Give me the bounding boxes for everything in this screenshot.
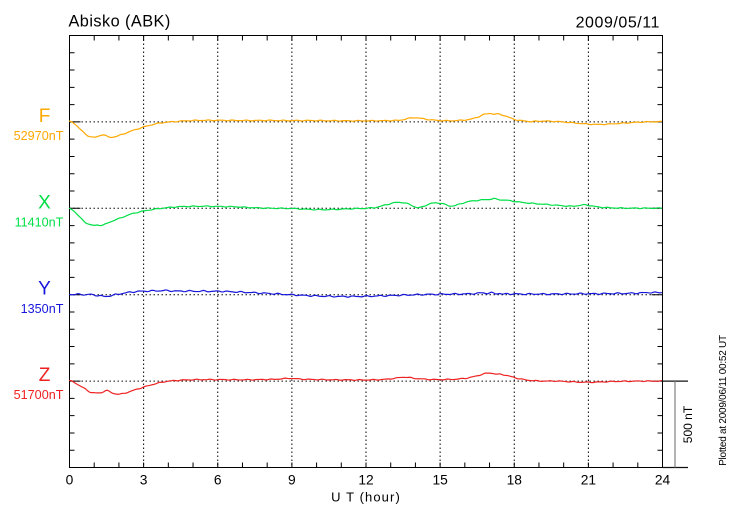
svg-text:Plotted at 2009/06/11 00:52 UT: Plotted at 2009/06/11 00:52 UT (718, 335, 729, 466)
svg-text:U T (hour): U T (hour) (331, 489, 401, 504)
svg-text:2009/05/11: 2009/05/11 (576, 15, 660, 32)
svg-text:12: 12 (358, 473, 373, 488)
svg-text:52970nT: 52970nT (14, 129, 64, 143)
svg-text:Z: Z (39, 365, 51, 386)
svg-text:1350nT: 1350nT (21, 302, 64, 316)
svg-text:F: F (39, 106, 51, 127)
svg-text:6: 6 (214, 473, 222, 488)
svg-text:24: 24 (655, 473, 671, 488)
svg-text:15: 15 (432, 473, 448, 488)
svg-text:500 nT: 500 nT (681, 405, 695, 443)
svg-text:18: 18 (507, 473, 523, 488)
svg-text:21: 21 (581, 473, 596, 488)
svg-text:11410nT: 11410nT (15, 215, 64, 229)
svg-text:0: 0 (66, 473, 74, 488)
svg-text:9: 9 (288, 473, 296, 488)
svg-text:51700nT: 51700nT (14, 388, 64, 402)
svg-text:X: X (38, 192, 51, 213)
svg-text:Abisko (ABK): Abisko (ABK) (69, 13, 171, 31)
svg-text:Y: Y (38, 279, 51, 300)
svg-text:3: 3 (140, 473, 148, 488)
